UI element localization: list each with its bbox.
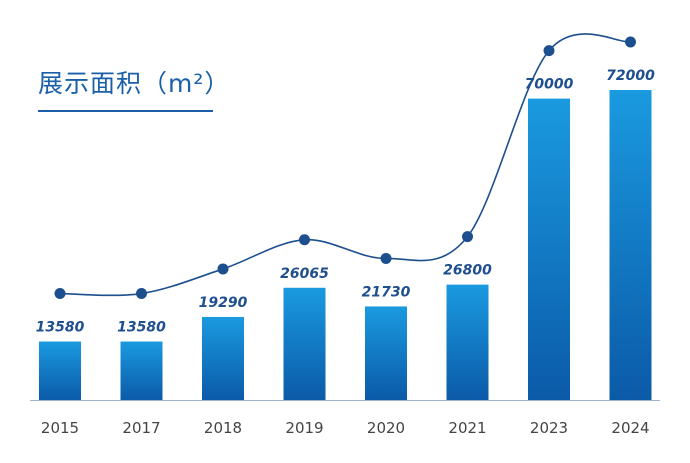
category-label-2019: 2019 — [285, 419, 323, 437]
chart-title-block: 展示面积（m²） — [38, 64, 231, 112]
markers-group — [54, 36, 636, 300]
marker-2018 — [217, 263, 229, 275]
category-label-2024: 2024 — [611, 419, 649, 437]
bar-2015 — [39, 341, 81, 400]
value-label-2015: 13580 — [36, 320, 85, 336]
category-label-2023: 2023 — [530, 419, 568, 437]
value-label-2017: 13580 — [117, 320, 166, 336]
marker-2020 — [380, 252, 392, 264]
bar-2019 — [283, 287, 326, 400]
value-label-2024: 72000 — [606, 68, 655, 84]
value-label-2018: 19290 — [199, 295, 248, 311]
category-label-2021: 2021 — [448, 419, 486, 437]
bar-2020 — [365, 306, 407, 400]
marker-2019 — [299, 234, 310, 246]
category-label-2018: 2018 — [204, 419, 242, 437]
category-labels-group: 2015 2017 2018 2019 2020 2021 2023 2024 — [41, 419, 650, 437]
value-label-2023: 70000 — [525, 77, 574, 93]
bar-2017 — [120, 341, 163, 400]
trend-line — [59, 33, 631, 297]
value-labels-group: 13580 13580 19290 26065 21730 26800 70000 72000 — [36, 68, 655, 336]
value-label-2019: 26065 — [280, 266, 329, 282]
marker-2024 — [625, 36, 636, 48]
category-label-2015: 2015 — [41, 419, 79, 437]
chart-title: 展示面积（m²） — [38, 69, 231, 98]
value-label-2021: 26800 — [443, 263, 492, 279]
marker-2023 — [543, 45, 555, 57]
value-label-2020: 21730 — [362, 284, 411, 300]
marker-2017 — [136, 288, 147, 300]
bar-2018 — [202, 316, 244, 400]
bar-2021 — [446, 284, 489, 400]
category-label-2017: 2017 — [122, 419, 160, 437]
bars-group — [39, 90, 652, 400]
category-label-2020: 2020 — [367, 419, 405, 437]
bar-2024 — [609, 90, 652, 400]
title-underline — [38, 110, 213, 112]
marker-2021 — [462, 231, 473, 243]
bar-2023 — [528, 98, 570, 400]
marker-2015 — [54, 288, 66, 300]
